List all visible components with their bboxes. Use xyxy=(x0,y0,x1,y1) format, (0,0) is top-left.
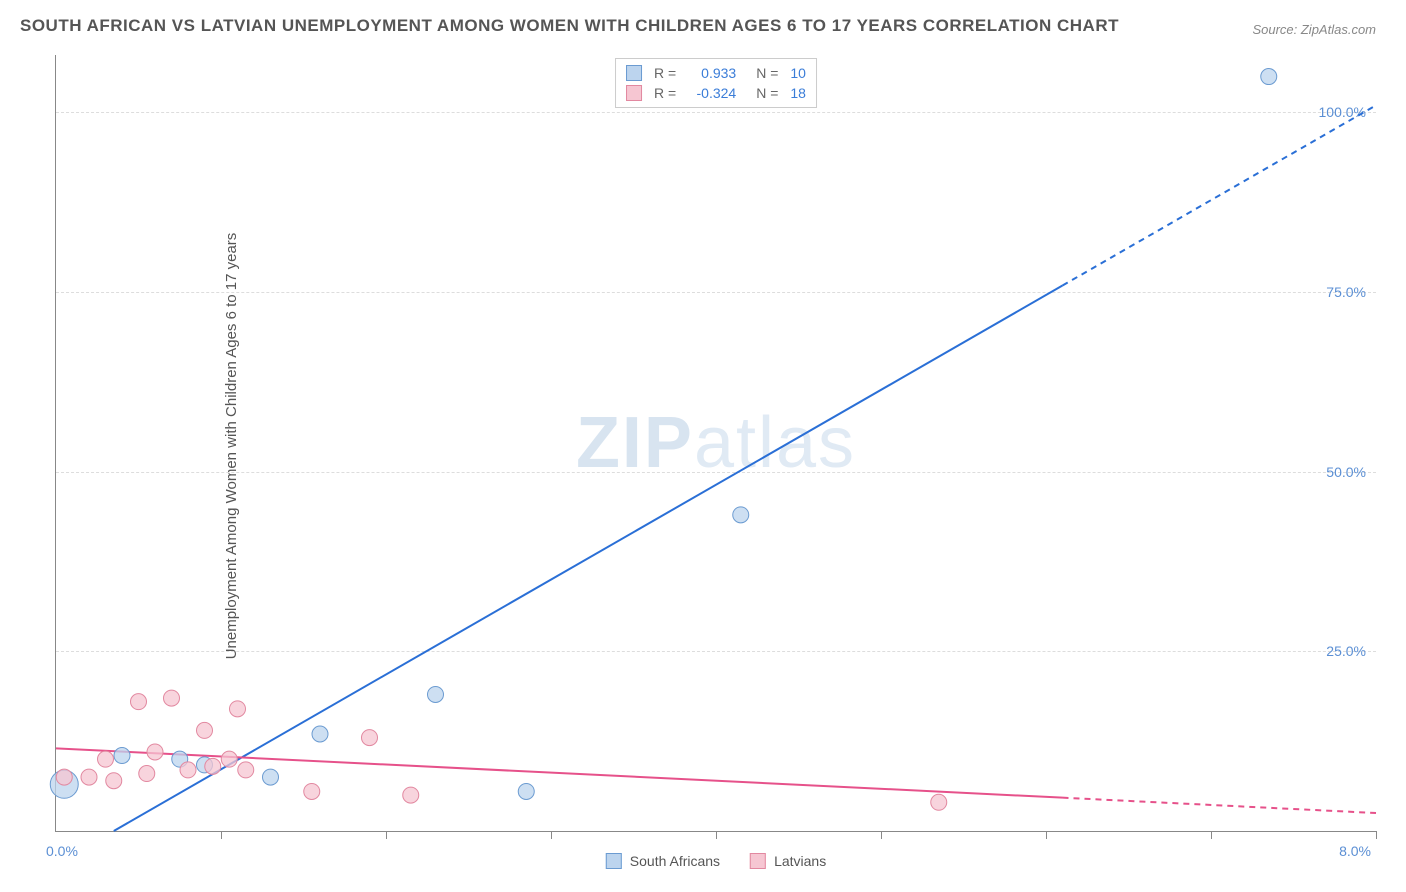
trend-line-dashed xyxy=(1063,105,1377,285)
trend-line xyxy=(114,286,1063,831)
data-point xyxy=(230,701,246,717)
n-value: 18 xyxy=(790,85,806,101)
data-point xyxy=(733,507,749,523)
r-label: R = xyxy=(654,65,676,81)
data-point xyxy=(238,762,254,778)
trend-line-dashed xyxy=(1063,798,1377,813)
x-tick xyxy=(221,831,222,839)
data-point xyxy=(362,730,378,746)
correlation-legend-row: R = -0.324 N = 18 xyxy=(626,83,806,103)
data-point xyxy=(205,758,221,774)
x-tick xyxy=(1376,831,1377,839)
n-label: N = xyxy=(756,65,778,81)
data-point xyxy=(518,783,534,799)
data-point xyxy=(931,794,947,810)
legend-swatch xyxy=(606,853,622,869)
n-value: 10 xyxy=(790,65,806,81)
n-label: N = xyxy=(756,85,778,101)
data-point xyxy=(1261,69,1277,85)
series-legend-label: Latvians xyxy=(774,853,826,869)
data-point xyxy=(180,762,196,778)
data-point xyxy=(139,766,155,782)
series-legend-label: South Africans xyxy=(630,853,720,869)
legend-swatch xyxy=(750,853,766,869)
plot-area: ZIPatlas 25.0%50.0%75.0%100.0% 0.0% 8.0%… xyxy=(55,55,1376,832)
data-point xyxy=(147,744,163,760)
data-point xyxy=(263,769,279,785)
series-legend-item: South Africans xyxy=(606,853,720,869)
correlation-legend: R = 0.933 N = 10 R = -0.324 N = 18 xyxy=(615,58,817,108)
data-point xyxy=(403,787,419,803)
series-legend-item: Latvians xyxy=(750,853,826,869)
data-point xyxy=(98,751,114,767)
data-point xyxy=(131,694,147,710)
x-max-label: 8.0% xyxy=(1339,843,1371,859)
legend-swatch xyxy=(626,85,642,101)
r-value: -0.324 xyxy=(688,85,736,101)
x-tick xyxy=(1211,831,1212,839)
x-tick xyxy=(386,831,387,839)
data-point xyxy=(164,690,180,706)
r-label: R = xyxy=(654,85,676,101)
chart-title: SOUTH AFRICAN VS LATVIAN UNEMPLOYMENT AM… xyxy=(20,16,1119,36)
data-point xyxy=(197,722,213,738)
correlation-chart: SOUTH AFRICAN VS LATVIAN UNEMPLOYMENT AM… xyxy=(0,0,1406,892)
data-point xyxy=(428,686,444,702)
data-point xyxy=(106,773,122,789)
r-value: 0.933 xyxy=(688,65,736,81)
x-tick xyxy=(716,831,717,839)
source-attribution: Source: ZipAtlas.com xyxy=(1252,22,1376,37)
x-tick xyxy=(881,831,882,839)
data-point xyxy=(114,748,130,764)
legend-swatch xyxy=(626,65,642,81)
x-origin-label: 0.0% xyxy=(46,843,78,859)
series-legend: South Africans Latvians xyxy=(606,853,826,869)
scatter-svg xyxy=(56,55,1376,831)
data-point xyxy=(56,769,72,785)
correlation-legend-row: R = 0.933 N = 10 xyxy=(626,63,806,83)
data-point xyxy=(81,769,97,785)
data-point xyxy=(312,726,328,742)
data-point xyxy=(221,751,237,767)
x-tick xyxy=(1046,831,1047,839)
x-tick xyxy=(551,831,552,839)
data-point xyxy=(304,783,320,799)
